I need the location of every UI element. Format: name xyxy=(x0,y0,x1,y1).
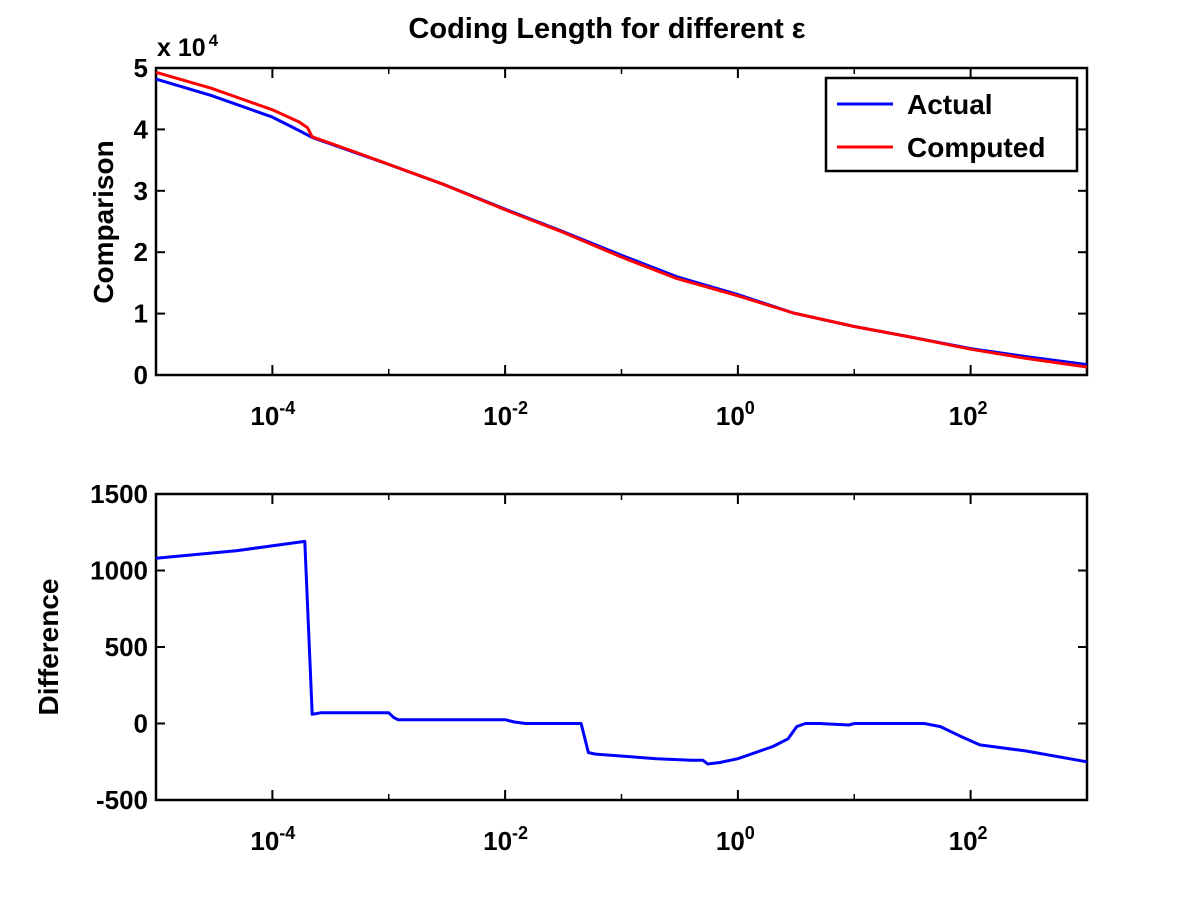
y-multiplier-base: x 10 xyxy=(157,34,206,62)
legend-label-actual: Actual xyxy=(907,89,993,120)
x-tick-label: 100 xyxy=(716,398,755,431)
bottom-x-ticks: 10-4 10-2 100 102 xyxy=(155,494,1088,856)
bottom-plot-frame xyxy=(154,492,1089,802)
x-tick-label: 10-2 xyxy=(483,823,528,856)
y-tick-label: 1000 xyxy=(90,556,148,586)
bottom-y-ticks: -500 0 500 1000 1500 xyxy=(90,479,1087,815)
x-tick-label: 100 xyxy=(716,823,755,856)
y-tick-label: 3 xyxy=(134,176,148,206)
y-tick-label: 0 xyxy=(134,360,148,390)
x-tick-label: 102 xyxy=(949,398,988,431)
top-series-lines xyxy=(155,70,1088,369)
bottom-y-axis-label: Difference xyxy=(33,579,64,716)
top-x-ticks: 10-4 10-2 100 102 xyxy=(155,68,1088,431)
y-tick-label: 2 xyxy=(134,237,148,267)
y-tick-label: 1 xyxy=(134,299,148,329)
x-tick-label: 10-4 xyxy=(250,823,295,856)
y-tick-label: 4 xyxy=(134,114,149,144)
series-line-difference xyxy=(155,539,1088,766)
x-tick-label: 102 xyxy=(949,823,988,856)
y-multiplier-exp: 4 xyxy=(209,31,219,50)
y-multiplier-label: x 10 4 xyxy=(157,31,219,62)
top-y-ticks: 0 1 2 3 4 5 xyxy=(134,53,1087,390)
y-tick-label: -500 xyxy=(96,785,148,815)
y-tick-label: 5 xyxy=(134,53,148,83)
legend-box xyxy=(824,76,1079,173)
top-y-axis-label: Comparison xyxy=(88,140,119,303)
series-line-computed xyxy=(155,70,1088,369)
chart-title: Coding Length for different ε xyxy=(408,13,805,45)
x-tick-label: 10-4 xyxy=(250,398,295,431)
x-tick-label: 10-2 xyxy=(483,398,528,431)
y-tick-label: 0 xyxy=(134,709,148,739)
legend-label-computed: Computed xyxy=(907,132,1045,163)
y-tick-label: 500 xyxy=(105,632,148,662)
top-chart: Coding Length for different ε x 10 4 Comp… xyxy=(88,13,1089,431)
bottom-series-lines xyxy=(155,539,1088,766)
y-tick-label: 1500 xyxy=(90,479,148,509)
legend: Actual Computed xyxy=(824,76,1079,173)
